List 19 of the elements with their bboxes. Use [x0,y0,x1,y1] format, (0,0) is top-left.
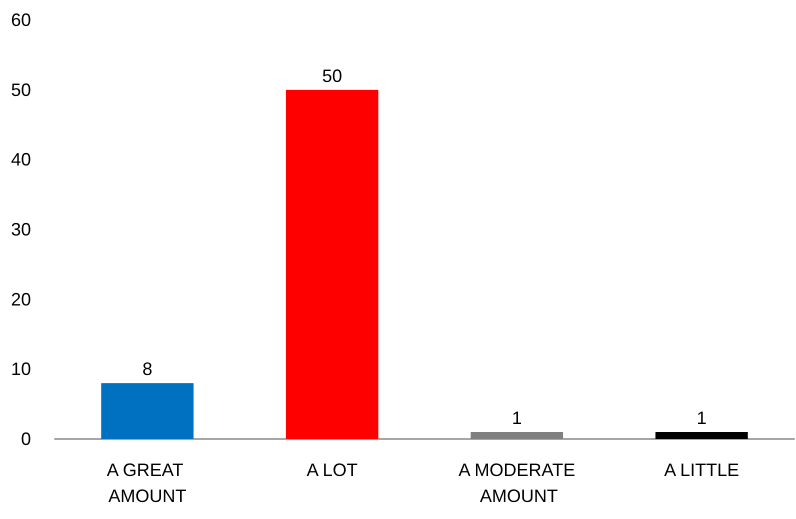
x-tick-label: A MODERATE AMOUNT [458,460,576,506]
bar [655,432,748,439]
data-label: 50 [322,66,342,86]
y-tick-label: 10 [10,359,31,380]
y-tick-label: 0 [20,429,31,449]
bar [101,383,194,439]
y-tick-label: 20 [10,289,31,310]
data-label: 1 [696,408,707,428]
x-tick-label: A GREAT AMOUNT [106,460,188,506]
bar [470,432,564,439]
y-tick-label: 50 [10,80,31,100]
x-tick-label: A LITTLE [664,460,740,480]
x-tick-label: A LOT [306,460,358,480]
y-tick-label: 40 [10,150,31,170]
y-tick-label: 60 [10,10,31,30]
bar [286,90,378,439]
y-tick-label: 30 [10,220,31,240]
data-label: 8 [142,359,152,380]
data-label: 1 [512,408,522,428]
